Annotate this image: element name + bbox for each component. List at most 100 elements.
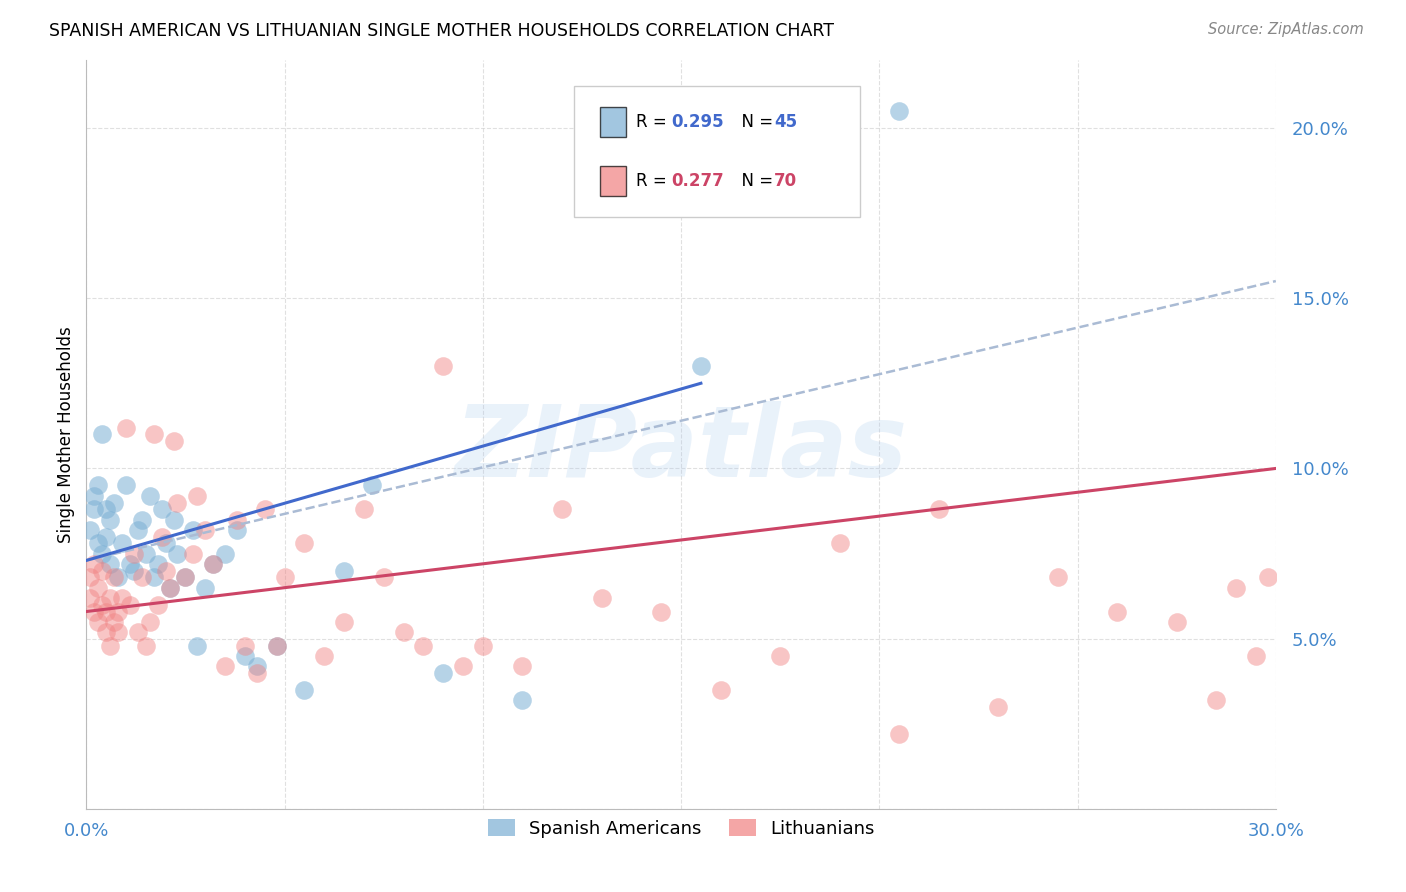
Point — [83, 502, 105, 516]
Point — [159, 581, 181, 595]
Point — [183, 523, 205, 537]
Point — [94, 624, 117, 639]
Point — [166, 547, 188, 561]
Point — [127, 624, 149, 639]
Point — [83, 557, 105, 571]
Point — [94, 530, 117, 544]
Text: Source: ZipAtlas.com: Source: ZipAtlas.com — [1208, 22, 1364, 37]
Point — [266, 639, 288, 653]
Point — [146, 557, 169, 571]
Point — [91, 598, 114, 612]
Point — [1257, 570, 1279, 584]
Point — [214, 547, 236, 561]
Point — [512, 693, 534, 707]
Text: 0.277: 0.277 — [672, 172, 724, 190]
Point — [162, 512, 184, 526]
Point — [314, 648, 336, 663]
Point — [131, 512, 153, 526]
Text: 0.295: 0.295 — [672, 112, 724, 131]
Point — [79, 570, 101, 584]
Point — [392, 624, 415, 639]
Text: 45: 45 — [773, 112, 797, 131]
Point — [1244, 648, 1267, 663]
Point — [87, 536, 110, 550]
Point — [928, 502, 950, 516]
Point — [83, 489, 105, 503]
Point — [889, 103, 911, 118]
Point — [333, 615, 356, 629]
Point — [91, 564, 114, 578]
Text: R =: R = — [636, 112, 672, 131]
Point — [107, 624, 129, 639]
Point — [103, 570, 125, 584]
Point — [122, 547, 145, 561]
Point — [1225, 581, 1247, 595]
Point — [1166, 615, 1188, 629]
Point — [889, 727, 911, 741]
FancyBboxPatch shape — [600, 107, 626, 136]
Point — [432, 665, 454, 680]
Point — [150, 530, 173, 544]
Point — [202, 557, 225, 571]
Point — [451, 659, 474, 673]
Point — [1046, 570, 1069, 584]
Point — [292, 536, 315, 550]
Point — [186, 639, 208, 653]
Point — [79, 523, 101, 537]
Text: N =: N = — [731, 172, 779, 190]
Point — [650, 605, 672, 619]
Point — [91, 547, 114, 561]
Point — [987, 700, 1010, 714]
Legend: Spanish Americans, Lithuanians: Spanish Americans, Lithuanians — [481, 812, 882, 845]
Point — [233, 648, 256, 663]
Point — [94, 502, 117, 516]
Point — [226, 512, 249, 526]
Point — [111, 591, 134, 605]
Point — [111, 536, 134, 550]
Point — [142, 570, 165, 584]
Point — [233, 639, 256, 653]
Point — [94, 605, 117, 619]
Point — [412, 639, 434, 653]
Point — [202, 557, 225, 571]
Point — [360, 478, 382, 492]
Text: SPANISH AMERICAN VS LITHUANIAN SINGLE MOTHER HOUSEHOLDS CORRELATION CHART: SPANISH AMERICAN VS LITHUANIAN SINGLE MO… — [49, 22, 834, 40]
Point — [246, 665, 269, 680]
Point — [138, 615, 160, 629]
Point — [122, 564, 145, 578]
Point — [273, 570, 295, 584]
Point — [471, 639, 494, 653]
Point — [98, 639, 121, 653]
Point — [91, 427, 114, 442]
Point — [512, 659, 534, 673]
Point — [266, 639, 288, 653]
Point — [186, 489, 208, 503]
Point — [127, 523, 149, 537]
Point — [183, 547, 205, 561]
Point — [373, 570, 395, 584]
Point — [83, 605, 105, 619]
Point — [710, 682, 733, 697]
Text: N =: N = — [731, 112, 779, 131]
Point — [166, 495, 188, 509]
Point — [769, 648, 792, 663]
Point — [194, 581, 217, 595]
Point — [138, 489, 160, 503]
Point — [353, 502, 375, 516]
Point — [1205, 693, 1227, 707]
Point — [150, 502, 173, 516]
Point — [690, 359, 713, 374]
Text: R =: R = — [636, 172, 672, 190]
Point — [226, 523, 249, 537]
Point — [142, 427, 165, 442]
Point — [162, 434, 184, 449]
Point — [333, 564, 356, 578]
Point — [115, 420, 138, 434]
Point — [155, 536, 177, 550]
Point — [292, 682, 315, 697]
Text: 70: 70 — [773, 172, 797, 190]
Point — [103, 615, 125, 629]
Point — [591, 591, 613, 605]
Point — [246, 659, 269, 673]
Point — [98, 512, 121, 526]
